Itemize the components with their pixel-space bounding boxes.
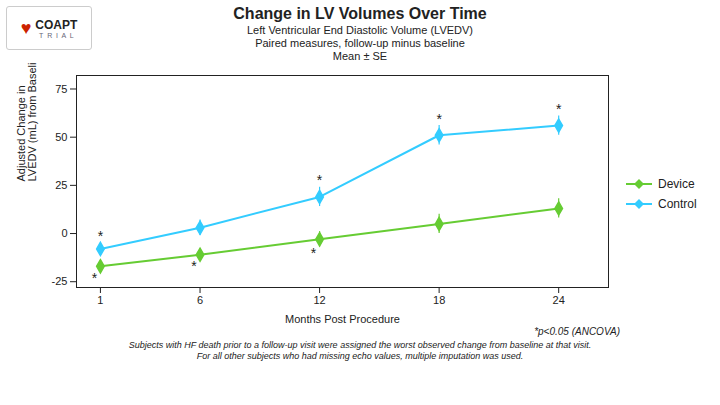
svg-text:12: 12: [313, 294, 325, 306]
svg-text:0: 0: [61, 227, 67, 239]
svg-text:-25: -25: [52, 275, 68, 287]
svg-text:*: *: [556, 101, 562, 117]
svg-text:75: 75: [55, 83, 67, 95]
svg-text:*: *: [191, 258, 197, 274]
svg-text:Adjusted Change inLVEDV (mL) f: Adjusted Change inLVEDV (mL) from Baseli…: [15, 63, 38, 182]
svg-text:*: *: [436, 111, 442, 127]
svg-text:25: 25: [55, 179, 67, 191]
svg-text:1: 1: [97, 294, 103, 306]
html-text:Left Ventricular End Diastolic: Left Ventricular End Diastolic Volume (L…: [247, 24, 473, 36]
html-text:Paired measures, follow-up min: Paired measures, follow-up minus baselin…: [255, 37, 465, 49]
svg-text:*: *: [92, 270, 98, 286]
svg-text:*: *: [98, 228, 104, 244]
svg-text:24: 24: [553, 294, 565, 306]
html-text:Change in LV Volumes Over Time: Change in LV Volumes Over Time: [233, 5, 487, 22]
svg-text:50: 50: [55, 131, 67, 143]
svg-text:6: 6: [197, 294, 203, 306]
svg-text:18: 18: [433, 294, 445, 306]
svg-text:*: *: [311, 245, 317, 261]
html-text:*p<0.05 (ANCOVA): *p<0.05 (ANCOVA): [534, 326, 620, 337]
html-text:Device: Device: [658, 177, 695, 191]
html-text:Control: Control: [658, 197, 697, 211]
html-text:T R I A L: T R I A L: [39, 31, 74, 39]
html-text:Subjects with HF death prior t: Subjects with HF death prior to a follow…: [128, 340, 592, 361]
html-text:♥ COAPT: ♥ COAPT: [20, 17, 78, 38]
svg-text:*: *: [317, 172, 323, 188]
html-text:Mean ± SE: Mean ± SE: [332, 50, 388, 62]
svg-text:Months Post Procedure: Months Post Procedure: [285, 313, 400, 325]
